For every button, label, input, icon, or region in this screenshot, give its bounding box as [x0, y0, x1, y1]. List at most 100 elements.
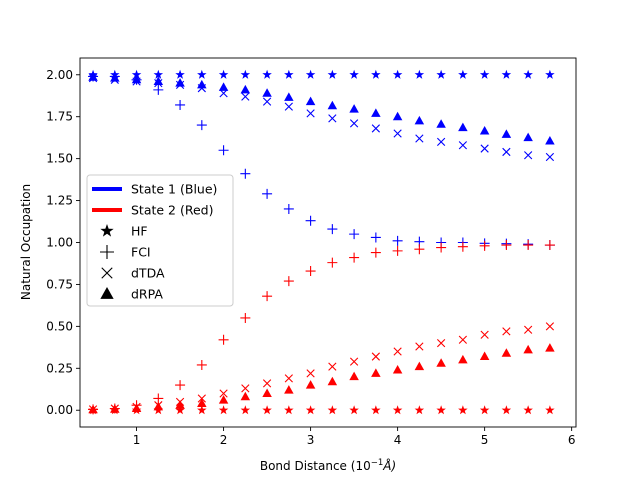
data-point: [523, 344, 533, 354]
data-point: [502, 327, 511, 336]
data-point: [327, 257, 338, 268]
data-point: [262, 388, 272, 397]
y-tick-label: 0.00: [46, 403, 73, 417]
data-point: [306, 369, 315, 378]
legend-label: dTDA: [131, 266, 165, 281]
data-point: [175, 69, 185, 79]
legend-label: FCI: [131, 245, 151, 260]
data-point: [153, 76, 164, 85]
legend-entry-dtda: dTDA: [101, 266, 165, 281]
data-point: [458, 141, 468, 150]
legend-label: State 2 (Red): [131, 203, 214, 218]
data-point: [523, 132, 533, 142]
data-point: [371, 405, 381, 415]
data-point: [393, 129, 402, 138]
y-tick-label: 2.00: [46, 68, 73, 82]
data-point: [262, 405, 272, 415]
data-point: [240, 312, 251, 323]
data-point: [327, 376, 338, 386]
data-point: [327, 224, 338, 235]
data-point: [436, 242, 447, 253]
data-point: [545, 343, 555, 352]
data-point: [501, 405, 512, 415]
data-point: [371, 368, 381, 377]
data-point: [153, 84, 164, 95]
data-point: [502, 147, 511, 157]
data-point: [328, 114, 337, 123]
data-point: [349, 229, 360, 240]
data-point: [197, 398, 207, 408]
data-point: [284, 405, 294, 415]
data-point: [284, 374, 293, 383]
data-point: [327, 100, 338, 110]
series-red-drpa: [88, 343, 555, 414]
data-point: [262, 379, 272, 388]
x-tick-label: 1: [133, 433, 141, 447]
data-point: [371, 124, 380, 133]
data-point: [479, 69, 490, 79]
data-point: [458, 335, 468, 344]
data-point: [240, 168, 251, 179]
data-point: [392, 111, 403, 121]
data-point: [371, 108, 381, 117]
data-point: [545, 152, 555, 162]
data-point: [458, 354, 468, 364]
data-point: [349, 119, 359, 128]
data-point: [436, 358, 446, 367]
data-point: [501, 69, 512, 79]
x-tick-label: 3: [307, 433, 315, 447]
data-point: [153, 401, 164, 411]
data-point: [392, 235, 403, 246]
data-point: [436, 119, 446, 128]
data-point: [479, 125, 490, 135]
legend-marker-plus: [100, 245, 114, 259]
data-point: [88, 404, 98, 414]
data-point: [545, 322, 555, 331]
data-point: [349, 104, 359, 113]
legend-box: [86, 174, 234, 307]
data-point: [392, 245, 403, 256]
x-tick-label: 6: [568, 433, 576, 447]
data-point: [393, 347, 402, 356]
data-point: [305, 96, 316, 106]
data-point: [305, 266, 316, 277]
data-point: [392, 69, 403, 79]
data-point: [241, 92, 250, 101]
plot-area: [88, 69, 555, 415]
data-point: [197, 69, 207, 79]
data-point: [524, 325, 533, 334]
data-point: [436, 405, 446, 415]
data-point: [349, 405, 359, 415]
data-point: [284, 92, 294, 101]
data-point: [414, 115, 425, 125]
data-point: [523, 405, 533, 415]
data-point: [218, 69, 229, 79]
data-point: [415, 134, 424, 143]
data-point: [218, 395, 229, 404]
data-point: [370, 232, 381, 243]
data-point: [131, 69, 142, 79]
data-point: [523, 240, 534, 251]
data-point: [349, 371, 359, 381]
legend-entry-state-1: State 2 (Red): [92, 203, 214, 218]
y-tick-label: 1.00: [46, 236, 73, 250]
data-point: [457, 241, 468, 252]
data-point: [306, 109, 315, 118]
legend-label: dRPA: [131, 287, 163, 302]
data-point: [175, 405, 185, 415]
data-point: [241, 384, 250, 393]
data-point: [414, 361, 425, 371]
x-tick-label: 5: [481, 433, 489, 447]
data-point: [131, 74, 142, 84]
data-point: [370, 247, 381, 258]
data-point: [153, 393, 164, 404]
data-point: [284, 385, 294, 394]
data-point: [501, 348, 512, 357]
data-point: [524, 151, 533, 160]
x-axis-label: Bond Distance (10−1Å): [260, 458, 396, 473]
data-point: [414, 405, 425, 415]
legend-marker-star: [100, 224, 114, 237]
data-point: [175, 78, 185, 87]
data-point: [479, 405, 490, 415]
data-point: [196, 120, 207, 131]
